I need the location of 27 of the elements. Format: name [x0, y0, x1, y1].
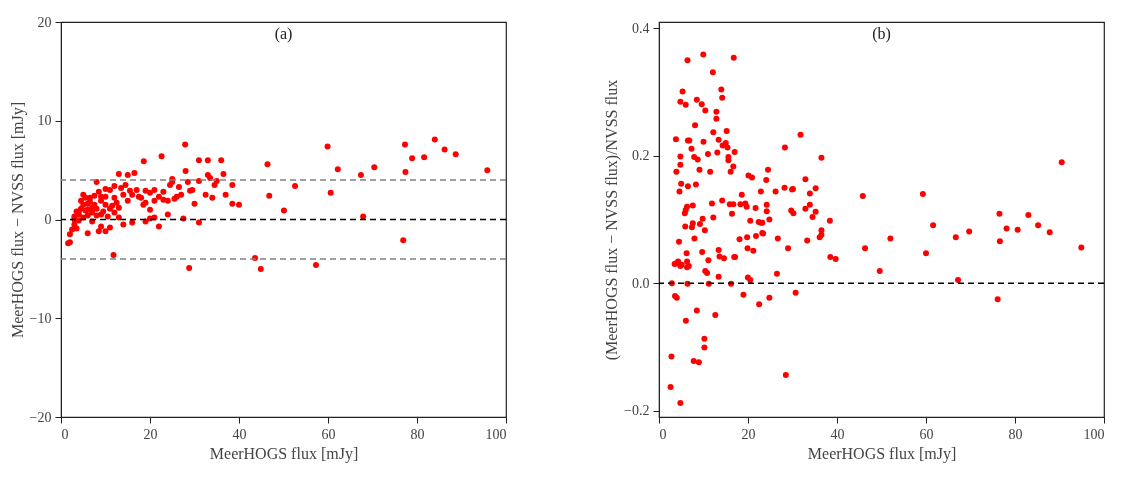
- x-tick-label: 40: [830, 426, 845, 442]
- x-tick-label: 0: [61, 426, 69, 442]
- x-tick-label: 60: [919, 426, 934, 442]
- x-axis-title: MeerHOGS flux [mJy]: [209, 444, 359, 463]
- y-tick-label: 0: [44, 212, 52, 227]
- y-tick-label: 0.4: [632, 20, 650, 36]
- x-tick-label: 0: [659, 426, 667, 442]
- x-tick-label: 20: [741, 426, 756, 442]
- y-tick-label: 10: [37, 113, 52, 129]
- annotation: (b): [872, 25, 891, 43]
- x-tick-label: 20: [143, 426, 158, 442]
- x-tick-label: 100: [485, 426, 507, 442]
- x-tick-label: 40: [232, 426, 247, 442]
- x-tick-label: 60: [321, 426, 336, 442]
- y-tick-label: −20: [29, 409, 52, 425]
- y-tick-label: −10: [29, 310, 52, 326]
- y-tick-label: −0.2: [624, 403, 650, 419]
- x-tick-label: 80: [410, 426, 425, 442]
- annotation: (a): [274, 25, 293, 43]
- x-tick-label: 100: [1083, 426, 1105, 442]
- y-axis-title: MeerHOGS flux − NVSS flux [mJy]: [8, 101, 27, 339]
- y-axis-title: (MeerHOGS flux − NVSS flux)/NVSS flux: [603, 79, 622, 361]
- x-axis-title: MeerHOGS flux [mJy]: [807, 444, 957, 463]
- x-tick-label: 80: [1008, 426, 1023, 442]
- y-tick-label: 0.2: [632, 148, 650, 164]
- y-tick-label: 0.0: [632, 275, 650, 291]
- y-tick-label: 20: [37, 14, 52, 30]
